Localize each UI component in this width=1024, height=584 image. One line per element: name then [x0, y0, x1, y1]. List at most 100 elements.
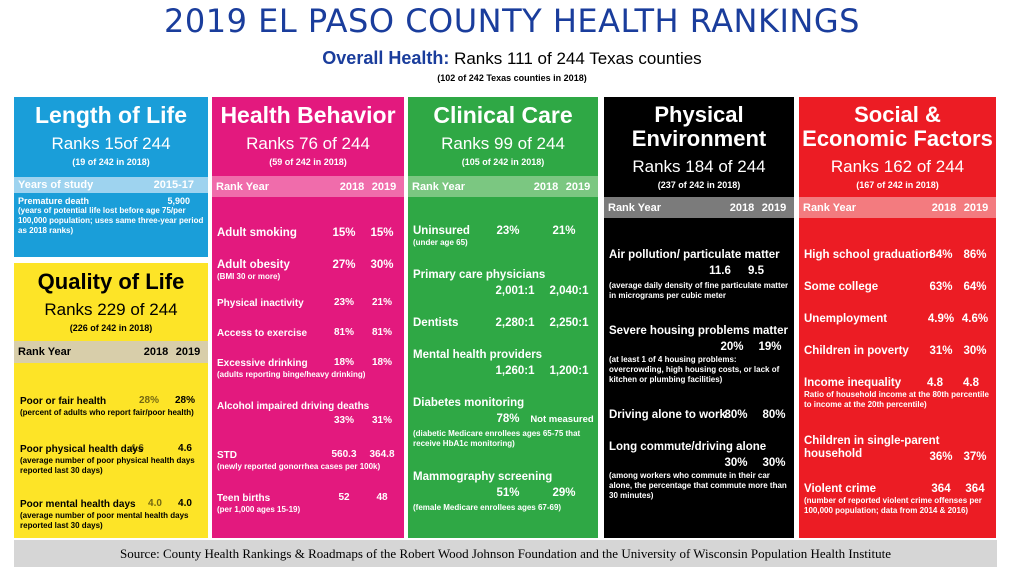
metric-label: Uninsured: [413, 225, 470, 237]
metric-row: Children in single-parent household: [804, 435, 996, 461]
metric-value-2018: 1,260:1: [495, 365, 535, 377]
col-2018: 2018: [931, 201, 957, 214]
metric-note-row: (at least 1 of 4 housing problems: overc…: [609, 355, 791, 385]
col-rank-year: Rank Year: [608, 201, 662, 214]
metric-note: (percent of adults who report fair/poor …: [20, 408, 194, 417]
panel-prev-rank: (19 of 242 in 2018): [72, 157, 150, 167]
panel-title-line2: Environment: [631, 126, 767, 151]
panel-rank: Ranks 99 of 244: [441, 134, 565, 153]
clinical-care-panel: Clinical Care Ranks 99 of 244 (105 of 24…: [408, 97, 598, 538]
metric-row: Excessive drinking (adults reporting bing…: [217, 357, 387, 380]
metric-row: Primary care physicians: [413, 269, 593, 282]
panel-title-line1: Physical: [654, 102, 744, 127]
metric-row: Income inequality Ratio of household inco…: [804, 377, 994, 410]
metric-note: (average number of poor mental health da…: [20, 511, 189, 530]
metric-value-2019: 37%: [963, 451, 987, 463]
metric-row: High school graduation: [804, 249, 934, 262]
metric-note: (female Medicare enrollees ages 67-69): [413, 503, 562, 512]
metric-label: Children in single-parent household: [804, 435, 940, 460]
metric-label: Poor or fair health: [20, 396, 107, 407]
metric-row: Adult obesity (BMI 30 or more): [217, 259, 337, 282]
metric-note-row: (diabetic Medicare enrollees ages 65-75 …: [413, 429, 595, 449]
metric-value-2019: 80%: [762, 409, 786, 421]
metric-note: (number of reported violent crime offens…: [804, 496, 982, 515]
overall-health-prev: (102 of 242 Texas counties in 2018): [437, 73, 587, 83]
metric-value-2019: 31%: [371, 415, 392, 426]
metric-value-2019: 30%: [963, 345, 987, 357]
panel-title-line1: Social &: [854, 102, 941, 127]
metric-value-2019: 1,200:1: [549, 365, 589, 377]
column-header: Rank Year 2018 2019: [212, 176, 404, 197]
col-rank-year: Rank Year: [18, 346, 72, 358]
metric-label: Primary care physicians: [413, 269, 546, 281]
panel-prev-rank: (237 of 242 in 2018): [657, 180, 741, 190]
metric-label: Adult obesity: [217, 259, 290, 271]
metric-row: STD (newly reported gonorrhea cases per 1…: [217, 449, 402, 472]
metric-value-2019: 30%: [370, 259, 394, 271]
premature-death-metric: Premature death 5,900 (years of potentia…: [18, 196, 204, 236]
column-header: Rank Year 2018 2019: [604, 197, 794, 218]
metric-value-2019: 64%: [963, 281, 987, 293]
metric-value-2018: 30%: [724, 457, 748, 469]
metric-label: Children in poverty: [804, 345, 909, 357]
metric-label: Alcohol impaired driving deaths: [217, 401, 370, 412]
metric-row: Driving alone to work: [609, 409, 729, 422]
years-of-study-bar: Years of study 2015-17: [14, 177, 208, 193]
metric-value-2018: 80%: [724, 409, 748, 421]
metric-value-2018: 52: [338, 492, 350, 503]
page-title: 2019 EL PASO COUNTY HEALTH RANKINGS: [164, 2, 860, 40]
metric-label: Income inequality: [804, 377, 902, 389]
metric-value-2018: 364: [931, 483, 951, 495]
col-2018: 2018: [339, 180, 365, 193]
metric-label: Diabetes monitoring: [413, 397, 525, 409]
length-of-life-panel: Length of Life Ranks 15of 244 (19 of 242…: [14, 97, 208, 257]
metric-row: Air pollution/ particulate matter: [609, 249, 791, 262]
metric-value-2018: 51%: [496, 487, 520, 499]
metric-value-2019: 18%: [371, 357, 392, 368]
metric-value-2019: 364.8: [369, 449, 395, 460]
metric-row: Access to exercise: [217, 327, 337, 340]
metric-row: Dentists: [413, 317, 493, 330]
overall-health-label: Overall Health:: [322, 48, 450, 68]
metric-row: Teen births (per 1,000 ages 15-19): [217, 492, 337, 515]
col-2018: 2018: [729, 201, 755, 214]
metric-label: Access to exercise: [217, 328, 308, 339]
metric-note: (years of potential life lost before age…: [18, 206, 204, 235]
metric-note: (newly reported gonorrhea cases per 100k…: [217, 462, 381, 471]
metric-value-2018: 4.0: [148, 498, 162, 509]
metric-row: Poor mental health days (average number …: [20, 498, 208, 531]
social-economic-panel: Social & Economic Factors Ranks 162 of 2…: [799, 97, 996, 538]
metric-value-2019: 2,250:1: [549, 317, 589, 329]
metric-value-2018: 18%: [333, 357, 354, 368]
col-rank-year: Rank Year: [412, 180, 466, 193]
column-header: Rank Year 2018 2019: [14, 341, 208, 363]
metric-note-row: (female Medicare enrollees ages 67-69): [413, 503, 595, 513]
metric-value-2018: 4.6: [130, 443, 144, 454]
col-rank-year: Rank Year: [216, 180, 270, 193]
metric-value-2018: 84%: [929, 249, 953, 261]
metric-value-2019: 21%: [371, 297, 392, 308]
col-2019: 2019: [175, 346, 201, 358]
panel-title: Quality of Life: [37, 269, 185, 294]
col-2019: 2019: [565, 180, 591, 193]
metric-note-row: (average daily density of fine particula…: [609, 281, 791, 301]
metric-value-2018: 36%: [929, 451, 953, 463]
metric-value-2018: 23%: [333, 297, 354, 308]
metric-value-2019: 21%: [552, 225, 576, 237]
metric-note-row: (among workers who commute in their car …: [609, 471, 791, 501]
metric-note: (among workers who commute in their car …: [609, 471, 787, 500]
panel-prev-rank: (59 of 242 in 2018): [269, 157, 347, 167]
panel-rank: Ranks 229 of 244: [44, 300, 178, 319]
panel-rank: Ranks 184 of 244: [632, 157, 766, 176]
metric-note: (at least 1 of 4 housing problems: overc…: [609, 355, 780, 384]
metric-label: STD: [217, 450, 237, 461]
metric-value-2019: 4.8: [963, 377, 979, 389]
metric-value-2019: 29%: [552, 487, 576, 499]
metric-label: Premature death: [18, 196, 90, 206]
col-2019: 2019: [963, 201, 989, 214]
metric-row: Long commute/driving alone: [609, 441, 791, 454]
metric-value-2018: 4.9%: [927, 313, 955, 325]
panel-title: Health Behavior: [220, 102, 396, 128]
years-of-study-value: 2015-17: [153, 179, 194, 191]
metric-value-2019: 4.0: [178, 498, 192, 509]
